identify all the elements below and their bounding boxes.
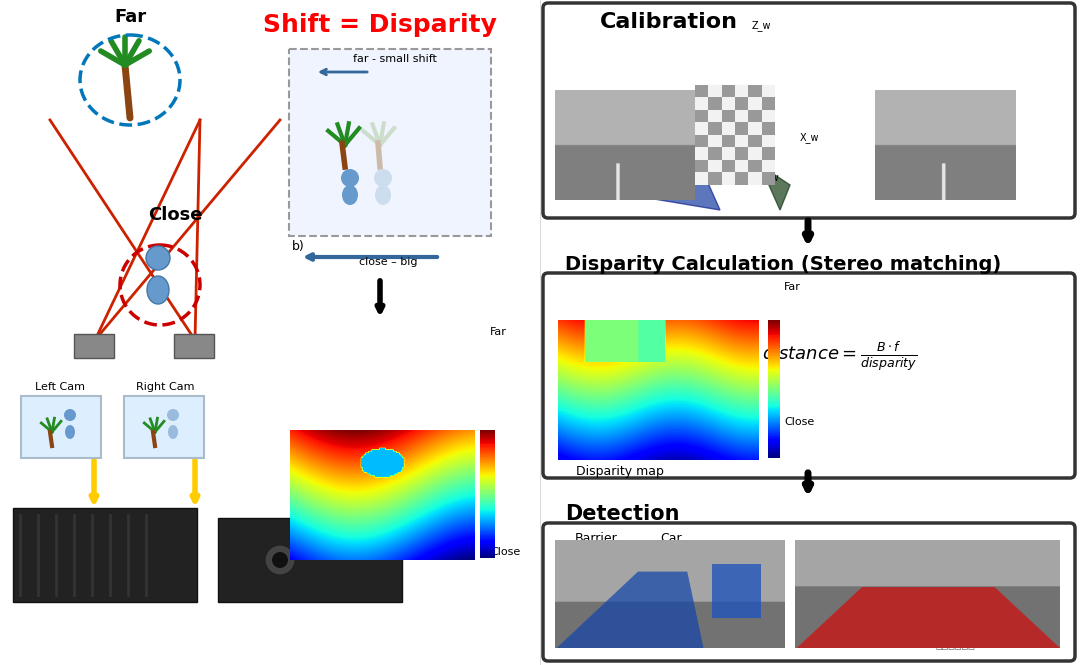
Ellipse shape <box>168 425 178 439</box>
FancyBboxPatch shape <box>929 164 981 188</box>
FancyBboxPatch shape <box>543 273 1075 478</box>
Text: Far: Far <box>784 282 801 292</box>
Text: b): b) <box>292 240 305 253</box>
Text: Right Cam: Right Cam <box>136 382 194 392</box>
Ellipse shape <box>375 185 391 205</box>
FancyBboxPatch shape <box>543 3 1075 218</box>
Ellipse shape <box>65 425 75 439</box>
Text: Y_w: Y_w <box>760 172 779 183</box>
FancyBboxPatch shape <box>557 164 609 188</box>
Text: close – big: close – big <box>359 257 417 267</box>
Polygon shape <box>556 572 704 649</box>
FancyBboxPatch shape <box>75 334 114 358</box>
Polygon shape <box>796 587 1061 649</box>
Ellipse shape <box>147 276 168 304</box>
Text: 佐思汽车研究: 佐思汽车研究 <box>935 640 975 650</box>
Ellipse shape <box>342 185 357 205</box>
Text: Close: Close <box>490 547 521 557</box>
Text: Far: Far <box>490 327 507 337</box>
Text: Disparity Calculation (Stereo matching): Disparity Calculation (Stereo matching) <box>565 255 1001 274</box>
FancyBboxPatch shape <box>894 612 961 636</box>
FancyBboxPatch shape <box>589 612 681 636</box>
Polygon shape <box>760 165 789 210</box>
FancyBboxPatch shape <box>21 396 102 458</box>
Text: Barrier: Barrier <box>575 532 618 545</box>
FancyBboxPatch shape <box>174 334 214 358</box>
Text: Calibration: Calibration <box>600 12 738 32</box>
Circle shape <box>272 552 288 568</box>
Text: Car: Car <box>660 532 681 545</box>
FancyBboxPatch shape <box>543 523 1075 661</box>
Circle shape <box>341 169 359 187</box>
Text: Far: Far <box>113 8 146 26</box>
Text: Road: Road <box>913 617 944 630</box>
Text: 3D-Object: 3D-Object <box>604 617 666 630</box>
Circle shape <box>146 246 170 270</box>
Bar <box>712 564 761 618</box>
Text: Disparity map: Disparity map <box>576 465 664 478</box>
Text: far - small shift: far - small shift <box>353 54 437 64</box>
Text: Right: Right <box>939 169 972 182</box>
Circle shape <box>265 545 295 575</box>
FancyBboxPatch shape <box>0 0 530 665</box>
FancyBboxPatch shape <box>289 49 491 236</box>
Text: $distance = \frac{B \cdot f}{disparity}$: $distance = \frac{B \cdot f}{disparity}$ <box>762 340 918 373</box>
Circle shape <box>167 409 179 421</box>
Text: Close: Close <box>148 206 202 224</box>
Text: Shift = Disparity: Shift = Disparity <box>264 13 497 37</box>
Text: Left Cam: Left Cam <box>35 382 85 392</box>
Polygon shape <box>630 165 720 210</box>
FancyBboxPatch shape <box>124 396 204 458</box>
Text: Close: Close <box>784 417 814 427</box>
FancyBboxPatch shape <box>218 518 402 602</box>
Text: X_w: X_w <box>800 132 820 143</box>
Circle shape <box>64 409 76 421</box>
FancyBboxPatch shape <box>13 508 197 602</box>
Circle shape <box>374 169 392 187</box>
Text: Z_w: Z_w <box>752 20 771 31</box>
Text: Left: Left <box>571 169 595 182</box>
Text: Detection: Detection <box>565 504 679 524</box>
